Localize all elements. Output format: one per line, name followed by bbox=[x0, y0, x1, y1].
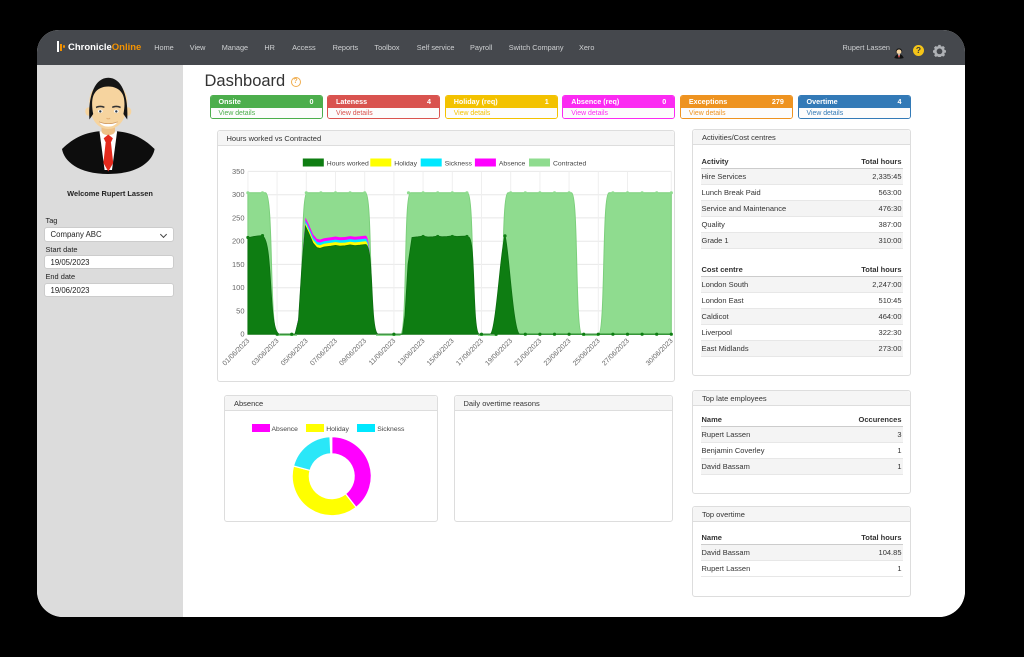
svg-text:350: 350 bbox=[231, 167, 244, 176]
svg-text:19/06/2023: 19/06/2023 bbox=[484, 338, 514, 368]
svg-text:Absence: Absence bbox=[498, 161, 525, 168]
svg-text:09/06/2023: 09/06/2023 bbox=[338, 338, 368, 368]
svg-text:Hours worked: Hours worked bbox=[326, 161, 368, 168]
svg-text:05/06/2023: 05/06/2023 bbox=[279, 338, 309, 368]
svg-text:0: 0 bbox=[240, 330, 244, 339]
svg-text:01/06/2023: 01/06/2023 bbox=[221, 338, 251, 368]
svg-text:200: 200 bbox=[231, 237, 244, 246]
svg-text:23/06/2023: 23/06/2023 bbox=[542, 338, 572, 368]
svg-text:Holiday: Holiday bbox=[394, 161, 417, 168]
svg-text:Contracted: Contracted bbox=[553, 161, 586, 168]
svg-text:15/06/2023: 15/06/2023 bbox=[425, 338, 455, 368]
svg-text:25/06/2023: 25/06/2023 bbox=[571, 338, 601, 368]
svg-text:30/06/2023: 30/06/2023 bbox=[644, 338, 673, 368]
svg-text:11/06/2023: 11/06/2023 bbox=[367, 338, 396, 367]
svg-text:50: 50 bbox=[236, 306, 244, 315]
svg-text:27/06/2023: 27/06/2023 bbox=[601, 338, 631, 368]
svg-text:13/06/2023: 13/06/2023 bbox=[396, 338, 426, 368]
svg-text:17/06/2023: 17/06/2023 bbox=[455, 338, 485, 368]
svg-text:100: 100 bbox=[231, 283, 244, 292]
svg-text:21/06/2023: 21/06/2023 bbox=[513, 338, 543, 368]
svg-text:300: 300 bbox=[231, 190, 244, 199]
svg-text:07/06/2023: 07/06/2023 bbox=[309, 338, 339, 368]
svg-text:03/06/2023: 03/06/2023 bbox=[250, 338, 280, 368]
svg-text:Sickness: Sickness bbox=[444, 161, 472, 168]
svg-text:150: 150 bbox=[231, 260, 244, 269]
svg-text:250: 250 bbox=[231, 213, 244, 222]
